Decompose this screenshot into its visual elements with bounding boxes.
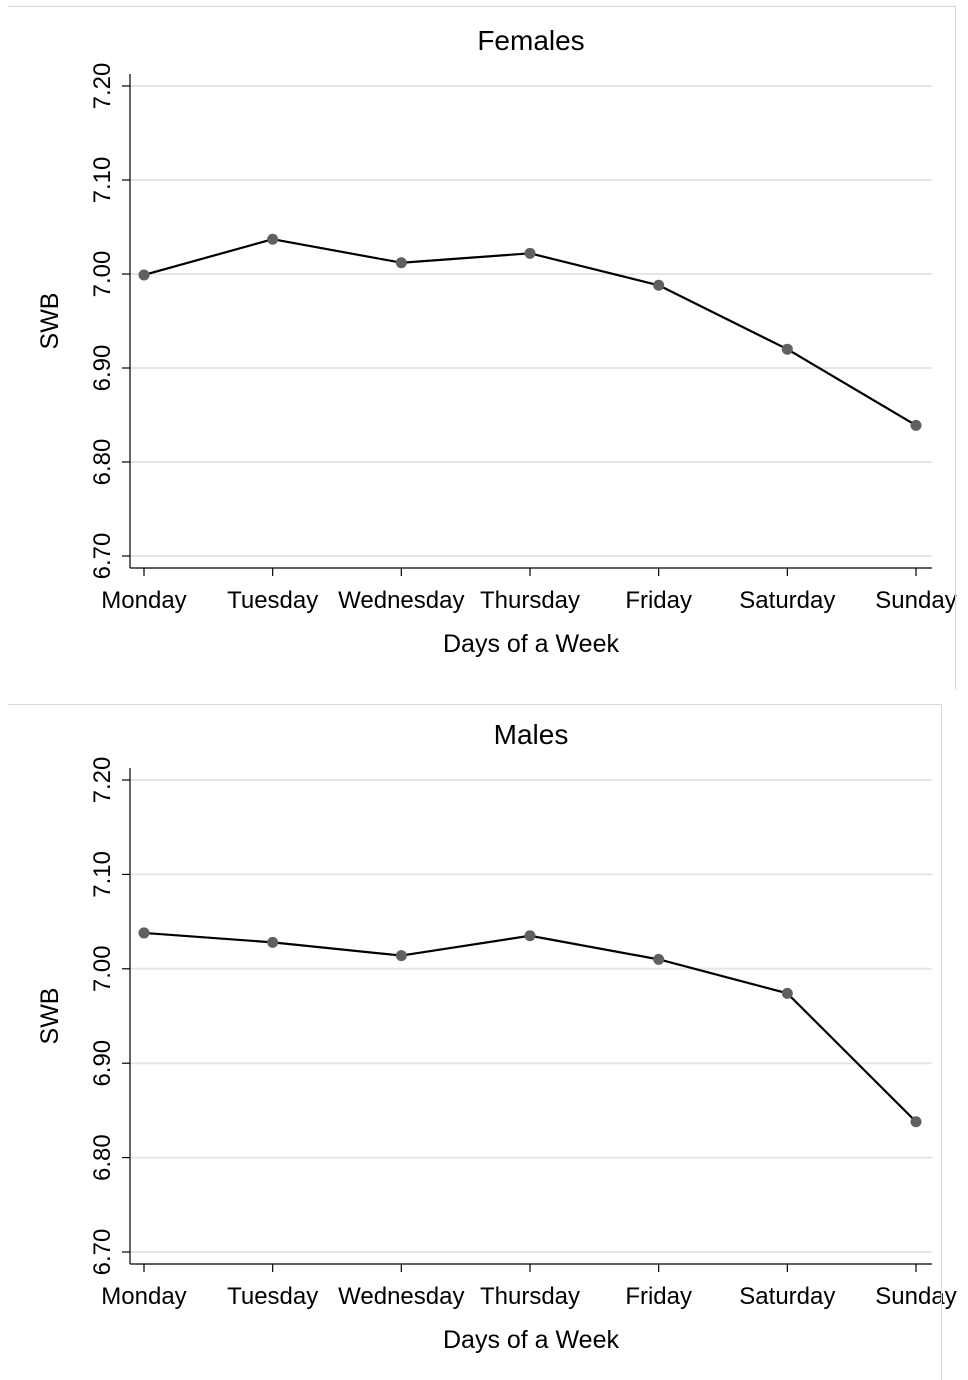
y-tick-label: 7.00 <box>89 251 116 298</box>
x-tick-label: Saturday <box>739 587 835 614</box>
y-axis-label: SWB <box>36 988 64 1045</box>
x-axis-label: Days of a Week <box>443 1326 620 1354</box>
y-tick-label: 7.00 <box>89 945 116 992</box>
y-tick-label: 7.10 <box>89 851 116 898</box>
y-tick-label: 6.80 <box>89 1134 116 1181</box>
data-point <box>267 936 279 948</box>
data-point <box>653 279 665 291</box>
x-axis-label: Days of a Week <box>443 630 620 658</box>
data-point <box>910 1116 922 1128</box>
data-point <box>138 269 150 281</box>
chart-title: Males <box>494 719 569 750</box>
y-axis-label: SWB <box>36 293 64 350</box>
panel-border-top <box>8 6 956 7</box>
panel-border-right <box>955 6 956 690</box>
data-point <box>781 343 793 355</box>
panel-border-right <box>941 704 942 1380</box>
series-line <box>143 238 917 427</box>
data-point <box>781 987 793 999</box>
x-tick-label: Monday <box>101 1283 186 1310</box>
x-tick-label: Tuesday <box>227 587 318 614</box>
y-tick-label: 7.20 <box>89 63 116 110</box>
data-point <box>267 233 279 245</box>
data-point <box>395 950 407 962</box>
series-line <box>143 931 917 1123</box>
y-tick-label: 6.90 <box>89 345 116 392</box>
x-tick-label: Friday <box>625 1283 692 1310</box>
data-point <box>524 930 536 942</box>
panel-border-top <box>8 704 942 705</box>
y-tick-label: 6.80 <box>89 439 116 486</box>
x-tick-label: Friday <box>625 587 692 614</box>
y-tick-label: 7.20 <box>89 757 116 804</box>
chart-panel-males: 6.70 6.80 6.90 7.00 7.10 7.20 Monday Tuesday We… <box>0 698 968 1380</box>
x-tick-label: Saturday <box>739 1283 835 1310</box>
y-tick-label: 7.10 <box>89 157 116 204</box>
data-point <box>653 953 665 965</box>
y-tick-label: 6.70 <box>89 1229 116 1276</box>
data-point <box>524 247 536 259</box>
chart-title: Females <box>477 25 584 56</box>
x-tick-label: Sunday <box>875 1283 956 1310</box>
data-point <box>138 927 150 939</box>
x-tick-label: Wednesday <box>338 587 464 614</box>
x-tick-label: Thursday <box>480 1283 580 1310</box>
x-tick-label: Monday <box>101 587 186 614</box>
data-point <box>395 257 407 269</box>
x-tick-label: Tuesday <box>227 1283 318 1310</box>
chart-panel-females: 6.70 6.80 6.90 7.00 7.10 7.20 Monday Tuesday We… <box>8 6 957 690</box>
x-tick-label: Wednesday <box>338 1283 464 1310</box>
chart-svg: 6.70 6.80 6.90 7.00 7.10 7.20 Monday Tuesday We… <box>36 25 957 658</box>
y-tick-label: 6.70 <box>89 533 116 580</box>
x-tick-label: Thursday <box>480 587 580 614</box>
data-point <box>910 419 922 431</box>
y-tick-label: 6.90 <box>89 1040 116 1087</box>
x-tick-label: Sunday <box>875 587 956 614</box>
chart-svg: 6.70 6.80 6.90 7.00 7.10 7.20 Monday Tuesday We… <box>36 719 957 1354</box>
